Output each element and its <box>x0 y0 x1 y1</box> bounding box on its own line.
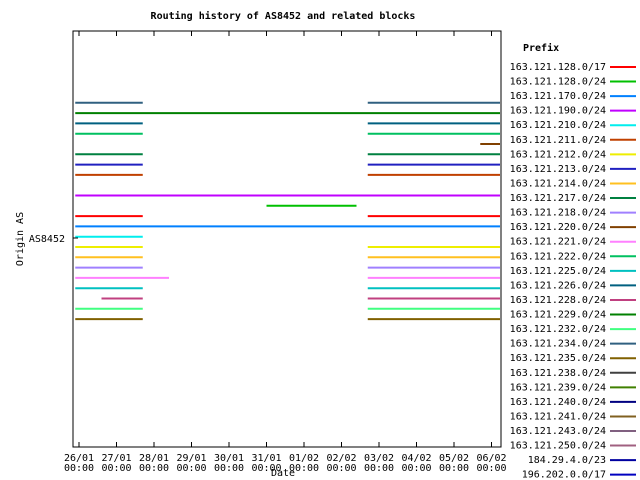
legend-label: 163.121.212.0/24 <box>510 149 606 160</box>
x-tick-label-date: 03/02 <box>364 453 394 464</box>
legend-label: 163.121.243.0/24 <box>510 426 606 437</box>
x-tick-label-time: 00:00 <box>401 463 431 474</box>
legend-label: 163.121.240.0/24 <box>510 397 606 408</box>
legend-label: 163.121.241.0/24 <box>510 411 606 422</box>
x-tick-label-date: 31/01 <box>251 453 281 464</box>
x-tick-label-date: 28/01 <box>139 453 169 464</box>
legend-label: 196.202.0.0/17 <box>522 470 606 480</box>
series-layer <box>75 101 500 321</box>
x-tick-label-time: 00:00 <box>176 463 206 474</box>
x-tick-label-time: 00:00 <box>364 463 394 474</box>
legend-label: 163.121.239.0/24 <box>510 382 606 393</box>
legend-label: 163.121.222.0/24 <box>510 251 606 262</box>
legend-label: 163.121.218.0/24 <box>510 208 606 219</box>
x-tick-label-time: 00:00 <box>251 463 281 474</box>
x-tick-label-time: 00:00 <box>439 463 469 474</box>
legend-label: 163.121.229.0/24 <box>510 310 606 321</box>
x-tick-label-time: 00:00 <box>101 463 131 474</box>
legend-label: 163.121.226.0/24 <box>510 280 606 291</box>
legend-label: 163.121.228.0/24 <box>510 295 606 306</box>
legend-label: 163.121.235.0/24 <box>510 353 606 364</box>
legend-label: 163.121.220.0/24 <box>510 222 606 233</box>
x-tick-label-date: 30/01 <box>214 453 244 464</box>
x-tick-label-date: 02/02 <box>326 453 356 464</box>
x-tick-label-time: 00:00 <box>289 463 319 474</box>
legend-title: Prefix <box>523 42 559 54</box>
legend-label: 163.121.128.0/17 <box>510 62 606 73</box>
y-axis-label: Origin AS <box>15 212 26 266</box>
legend-label: 163.121.221.0/24 <box>510 237 606 248</box>
legend-label: 163.121.232.0/24 <box>510 324 606 335</box>
x-tick-label-time: 00:00 <box>214 463 244 474</box>
x-tick-label-time: 00:00 <box>64 463 94 474</box>
legend-label: 163.121.210.0/24 <box>510 120 606 131</box>
legend-label: 163.121.250.0/24 <box>510 441 606 452</box>
plot-frame <box>72 30 502 448</box>
x-tick-label-date: 06/02 <box>476 453 506 464</box>
x-tick-label-date: 27/01 <box>101 453 131 464</box>
x-tick-label-time: 00:00 <box>476 463 506 474</box>
legend-label: 163.121.214.0/24 <box>510 178 606 189</box>
x-axis-label: Date <box>271 468 295 479</box>
y-category-label: AS8452 <box>29 234 65 245</box>
legend-label: 163.121.217.0/24 <box>510 193 606 204</box>
legend-label: 163.121.170.0/24 <box>510 91 606 102</box>
legend-label: 163.121.238.0/24 <box>510 368 606 379</box>
legend-label: 163.121.190.0/24 <box>510 106 606 117</box>
x-tick-label-date: 01/02 <box>289 453 319 464</box>
legend-label: 163.121.225.0/24 <box>510 266 606 277</box>
legend-label: 163.121.234.0/24 <box>510 339 606 350</box>
legend-label: 184.29.4.0/23 <box>528 455 606 466</box>
x-tick-label-date: 04/02 <box>401 453 431 464</box>
legend-label: 163.121.128.0/24 <box>510 77 606 88</box>
x-tick-label-date: 26/01 <box>64 453 94 464</box>
x-tick-label-date: 29/01 <box>176 453 206 464</box>
legend: 163.121.128.0/17 163.121.128.0/24 163.121.… <box>510 62 636 480</box>
x-tick-label-date: 05/02 <box>439 453 469 464</box>
chart-title: Routing history of AS8452 and related bl… <box>151 10 416 22</box>
legend-label: 163.121.211.0/24 <box>510 135 606 146</box>
x-tick-label-time: 00:00 <box>326 463 356 474</box>
x-axis-ticks: 26/0100:0027/0100:0028/0100:0029/0100:00… <box>64 31 507 474</box>
legend-label: 163.121.213.0/24 <box>510 164 606 175</box>
x-tick-label-time: 00:00 <box>139 463 169 474</box>
